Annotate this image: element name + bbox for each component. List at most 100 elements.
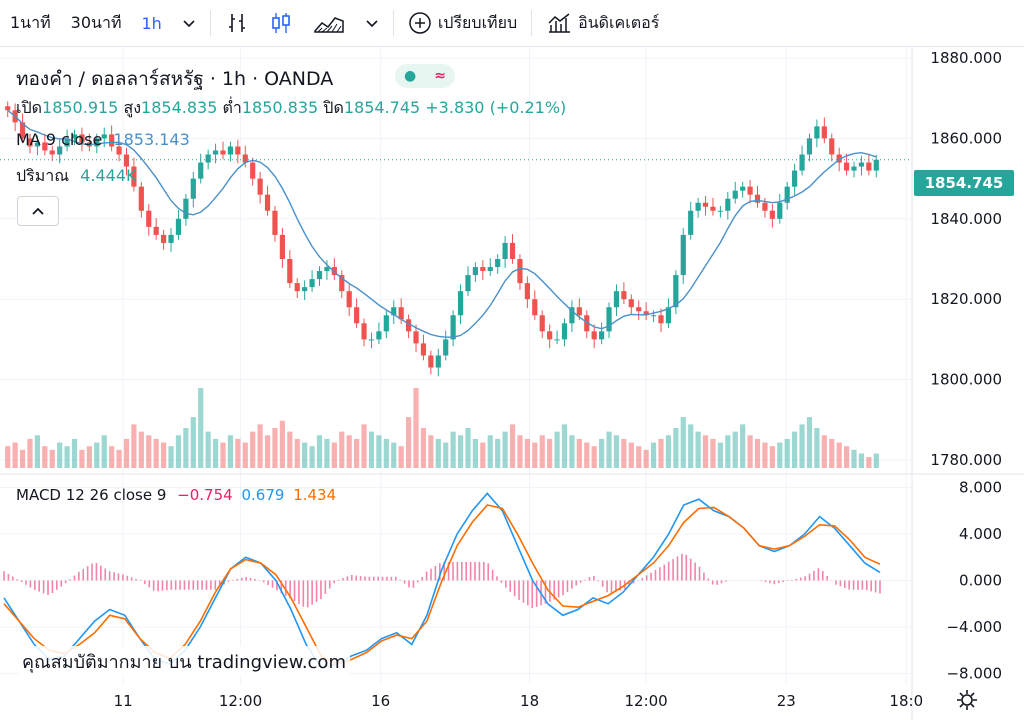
candle-body <box>480 267 486 272</box>
volume-bar <box>710 438 716 468</box>
candle-body <box>235 146 241 155</box>
tradingview-watermark[interactable]: คุณสมบัติมากมาย บน tradingview.com <box>18 646 350 677</box>
volume-bar <box>688 424 694 468</box>
time-axis: 11 12:00 16 18 12:00 23 18:0 <box>114 692 924 710</box>
toolbar-divider <box>209 10 211 36</box>
candle-body <box>606 307 612 332</box>
volume-bar <box>495 438 501 468</box>
volume-bar <box>740 424 746 468</box>
volume-bar <box>354 438 360 468</box>
time-tick-label: 16 <box>371 692 390 710</box>
volume-bar <box>34 435 41 468</box>
settings-button[interactable] <box>955 688 979 716</box>
candle-body <box>650 315 657 317</box>
volume-bar <box>279 420 285 468</box>
candle-body <box>584 315 590 332</box>
chart-style-dropdown[interactable] <box>355 0 389 46</box>
macd-signal-value: 1.434 <box>293 486 337 504</box>
candle-body <box>109 134 115 147</box>
candle-body <box>621 291 627 300</box>
candle-body <box>569 307 575 324</box>
volume-bar <box>487 435 493 468</box>
candle-body <box>250 162 256 179</box>
volume-label: ปริมาณ <box>16 166 70 185</box>
volume-bar <box>220 442 226 468</box>
candle-body <box>858 162 865 167</box>
candle-body <box>443 339 449 356</box>
collapse-legend-button[interactable] <box>17 196 59 226</box>
volume-bar <box>465 428 471 468</box>
interval-1h[interactable]: 1h <box>131 0 171 46</box>
volume-bar <box>457 435 464 468</box>
watermark-text: คุณสมบัติมากมาย บน tradingview.com <box>22 652 346 673</box>
volume-bar <box>264 435 271 468</box>
volume-bar <box>532 442 538 468</box>
volume-bar <box>428 435 434 468</box>
volume-legend[interactable]: ปริมาณ 4.444K <box>16 164 137 189</box>
interval-1m[interactable]: 1นาที <box>0 0 61 46</box>
compare-button[interactable]: เปรียบเทียบ <box>398 0 527 46</box>
volume-bar <box>5 446 11 468</box>
candle-body <box>561 323 568 340</box>
candle-body <box>316 271 323 280</box>
volume-bar <box>42 446 48 468</box>
candle-body <box>42 142 48 151</box>
candle-body <box>123 154 130 167</box>
interval-dropdown[interactable] <box>172 0 206 46</box>
candle-body <box>302 287 308 292</box>
volume-bar <box>717 442 723 468</box>
volume-bar <box>19 449 26 468</box>
volume-bar <box>153 438 159 468</box>
area-chart-icon <box>314 17 344 33</box>
market-open-dot-icon: ● <box>404 68 417 84</box>
candle-style-button[interactable] <box>259 0 303 46</box>
area-style-button[interactable] <box>303 0 355 46</box>
compare-label: เปรียบเทียบ <box>437 12 518 32</box>
time-tick-label: 18 <box>520 692 539 710</box>
interval-30m[interactable]: 30นาที <box>61 0 132 46</box>
volume-bar <box>324 438 330 468</box>
candle-body <box>101 134 107 139</box>
indicators-button[interactable]: อินดิเคเตอร์ <box>536 0 669 46</box>
ma-value: 1853.143 <box>113 130 190 149</box>
volume-bar <box>101 435 107 468</box>
ma-legend[interactable]: MA 9 close 1853.143 <box>16 130 190 149</box>
candle-body <box>64 138 70 147</box>
candle-body <box>264 194 271 211</box>
candle-body <box>428 355 434 368</box>
open-value: 1850.915 <box>42 98 119 117</box>
time-tick-label: 18:0 <box>889 692 923 710</box>
candle-body <box>161 234 167 243</box>
candle-body <box>49 150 55 155</box>
symbol-name: ทองคำ / ดอลลาร์สหรัฐ · 1h · OANDA <box>16 68 334 90</box>
time-tick-label: 12:00 <box>624 692 667 710</box>
symbol-title[interactable]: ทองคำ / ดอลลาร์สหรัฐ · 1h · OANDA <box>16 64 333 94</box>
signal-line <box>3 504 881 665</box>
market-status-badge[interactable]: ● ≈ <box>395 64 455 88</box>
candle-body <box>524 283 530 300</box>
macd-legend[interactable]: MACD 12 26 close 9 −0.754 0.679 1.434 <box>16 486 336 504</box>
price-tick-label: 1860.000 <box>930 129 1002 147</box>
candle-body <box>183 198 189 219</box>
macd-tick-label: −8.000 <box>946 664 1002 682</box>
candle-body <box>792 170 798 187</box>
ma-line <box>7 109 877 338</box>
volume-bar <box>858 453 865 468</box>
bars-chart-icon <box>228 14 245 32</box>
volume-bar <box>398 446 404 468</box>
volume-bar <box>435 438 441 468</box>
volume-bar <box>784 438 790 468</box>
high-value: 1854.835 <box>141 98 218 117</box>
candle-body <box>361 323 367 340</box>
bar-style-button[interactable] <box>215 0 259 46</box>
candle-body <box>836 154 842 163</box>
change-value: +3.830 (+0.21%) <box>425 98 567 117</box>
ma-label: MA 9 close <box>16 130 103 149</box>
candle-body <box>754 194 761 203</box>
volume-bar <box>636 446 642 468</box>
volume-bars <box>5 388 879 468</box>
volume-bar <box>146 435 152 468</box>
volume-bar <box>131 424 137 468</box>
indicators-label: อินดิเคเตอร์ <box>578 12 660 32</box>
candle-body <box>220 150 226 155</box>
